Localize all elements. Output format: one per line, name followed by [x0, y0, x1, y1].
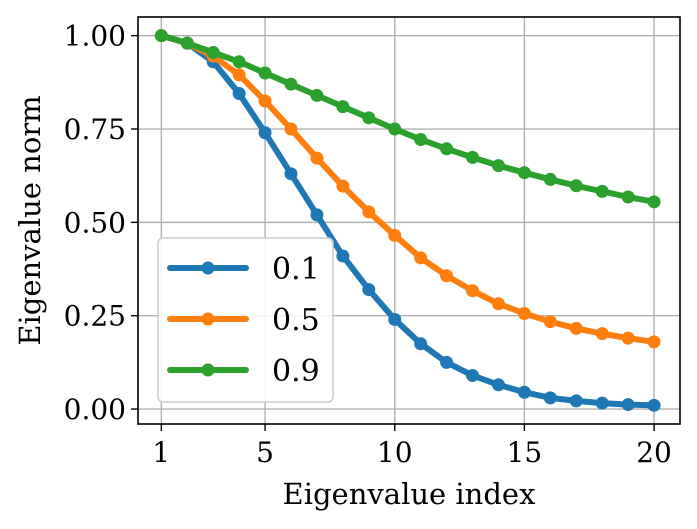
- series-point-0.1: [232, 87, 246, 101]
- series-point-0.9: [491, 159, 505, 173]
- y-tick-label: 0.00: [64, 393, 126, 426]
- y-axis-label: Eigenvalue norm: [13, 95, 47, 345]
- legend-label: 0.9: [272, 354, 320, 389]
- series-layer: [154, 29, 661, 412]
- series-point-0.5: [517, 306, 531, 320]
- y-tick-label: 1.00: [64, 20, 126, 53]
- x-tick-label: 15: [507, 436, 543, 469]
- series-point-0.1: [258, 126, 272, 140]
- series-point-0.5: [258, 94, 272, 108]
- series-point-0.1: [466, 368, 480, 382]
- series-point-0.9: [647, 195, 661, 209]
- series-point-0.9: [206, 45, 220, 59]
- series-point-0.9: [388, 122, 402, 136]
- x-tick-label: 20: [636, 436, 672, 469]
- series-point-0.5: [543, 315, 557, 329]
- legend-marker-0.5: [201, 312, 215, 326]
- x-tick-label: 10: [377, 436, 413, 469]
- series-point-0.9: [621, 190, 635, 204]
- series-point-0.9: [595, 184, 609, 198]
- series-point-0.1: [491, 378, 505, 392]
- plot-frame: [137, 16, 681, 425]
- series-point-0.9: [336, 100, 350, 114]
- legend-label: 0.5: [272, 303, 320, 338]
- series-point-0.5: [336, 179, 350, 193]
- series-point-0.9: [414, 132, 428, 146]
- series-point-0.1: [543, 391, 557, 405]
- series-point-0.5: [440, 269, 454, 283]
- series-point-0.5: [621, 331, 635, 345]
- series-point-0.1: [569, 394, 583, 408]
- series-point-0.5: [388, 228, 402, 242]
- series-point-0.5: [491, 297, 505, 311]
- series-point-0.1: [310, 208, 324, 222]
- legend-marker-0.9: [201, 363, 215, 377]
- series-point-0.9: [466, 150, 480, 164]
- legend-marker-0.1: [201, 261, 215, 275]
- x-tick-label: 1: [152, 436, 170, 469]
- series-point-0.9: [569, 179, 583, 193]
- series-point-0.1: [284, 167, 298, 181]
- series-point-0.1: [647, 398, 661, 412]
- series-point-0.5: [414, 251, 428, 265]
- series-point-0.1: [595, 396, 609, 410]
- series-point-0.9: [180, 36, 194, 50]
- series-point-0.1: [517, 385, 531, 399]
- series-point-0.9: [517, 166, 531, 180]
- series-point-0.5: [595, 327, 609, 341]
- series-point-0.5: [362, 205, 376, 219]
- series-point-0.9: [154, 29, 168, 43]
- series-point-0.9: [232, 55, 246, 69]
- series-point-0.9: [440, 142, 454, 156]
- legend: 0.1 0.5 0.9: [157, 237, 334, 403]
- series-point-0.1: [414, 337, 428, 351]
- series-point-0.5: [284, 122, 298, 136]
- x-tick-label: 5: [256, 436, 274, 469]
- series-point-0.9: [362, 111, 376, 125]
- series-point-0.9: [310, 88, 324, 102]
- series-point-0.5: [232, 68, 246, 82]
- series-point-0.5: [647, 335, 661, 349]
- series-point-0.1: [440, 355, 454, 369]
- series-point-0.1: [336, 249, 350, 263]
- x-axis-ticks: 1 5 10 15 20: [152, 424, 672, 469]
- series-point-0.9: [284, 77, 298, 91]
- series-point-0.5: [569, 321, 583, 335]
- series-point-0.5: [310, 151, 324, 165]
- series-point-0.1: [388, 312, 402, 326]
- y-axis-ticks: 0.00 0.25 0.50 0.75 1.00: [64, 20, 138, 426]
- series-point-0.9: [543, 172, 557, 186]
- series-point-0.1: [621, 398, 635, 412]
- series-point-0.5: [466, 284, 480, 298]
- y-tick-label: 0.25: [64, 300, 126, 333]
- legend-label: 0.1: [272, 252, 320, 287]
- y-tick-label: 0.50: [64, 206, 126, 239]
- series-point-0.9: [258, 66, 272, 80]
- y-tick-label: 0.75: [64, 113, 126, 146]
- x-axis-label: Eigenvalue index: [283, 477, 536, 511]
- series-point-0.1: [362, 283, 376, 297]
